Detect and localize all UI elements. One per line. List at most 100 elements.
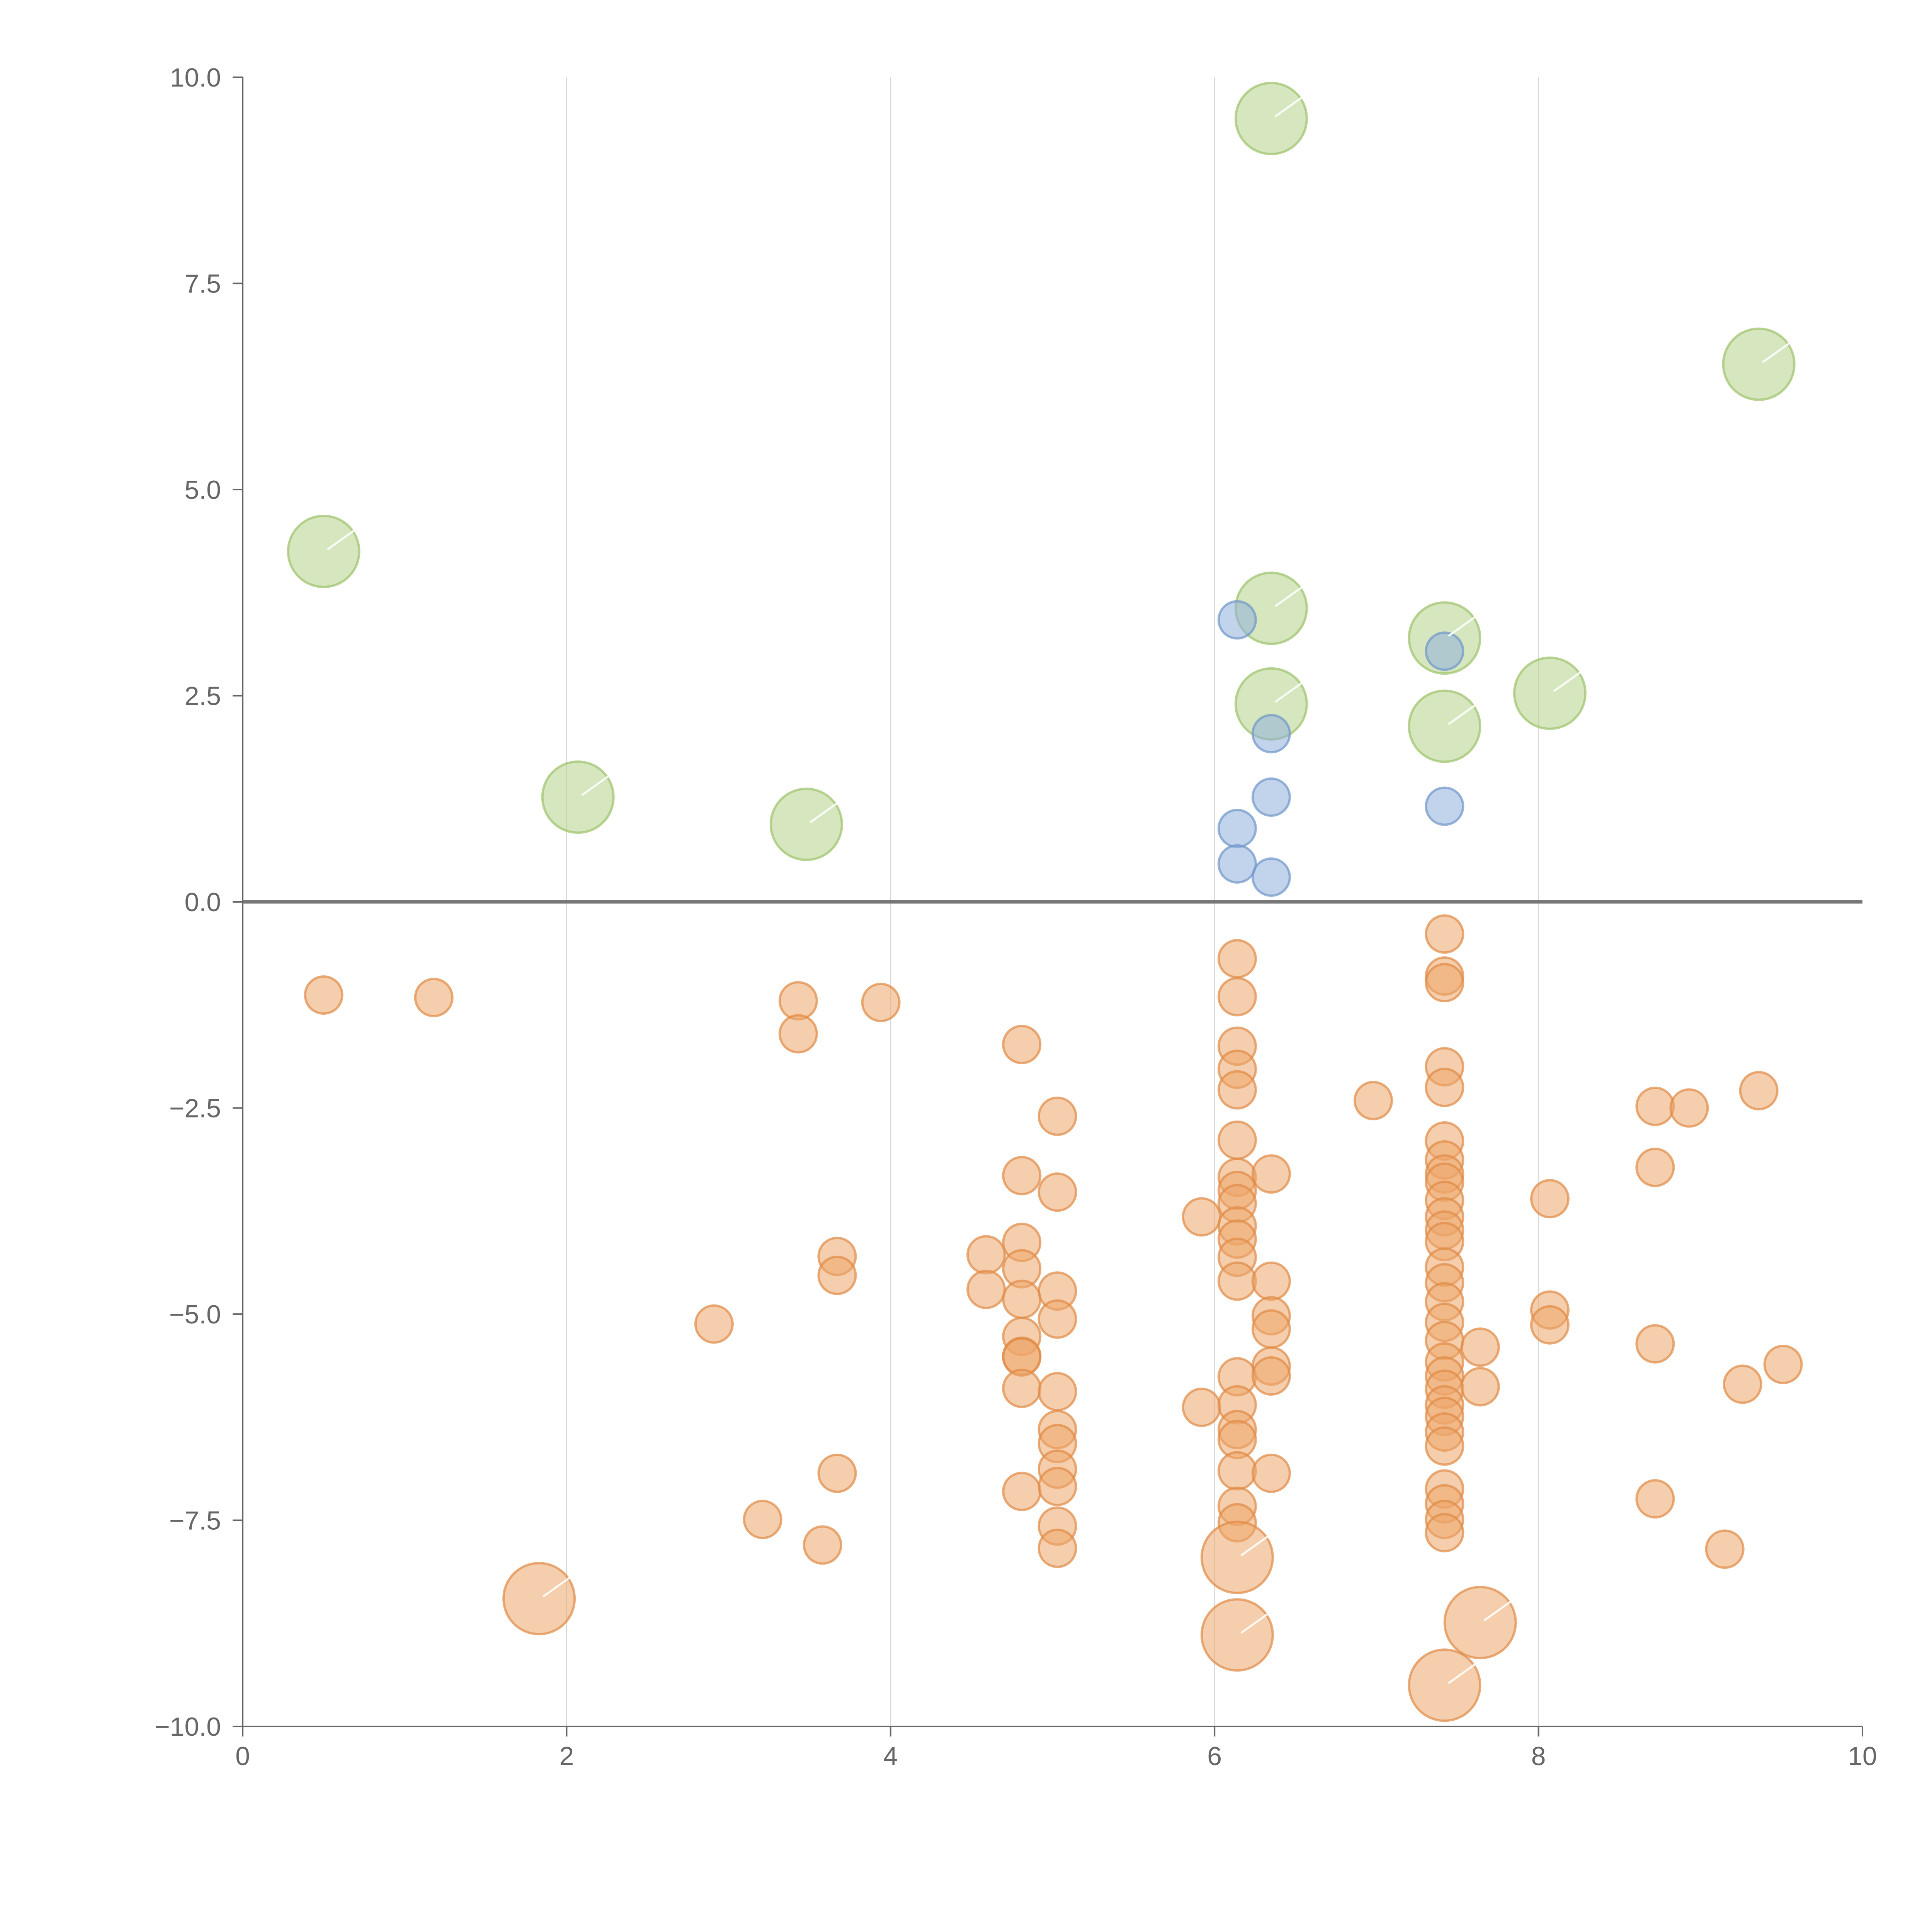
point-orange-101	[1635, 1479, 1675, 1519]
data-points	[287, 82, 1803, 1722]
point-orange-99	[1635, 1148, 1675, 1187]
x-tick-label: 10	[1848, 1742, 1877, 1771]
point-orange-104	[1723, 1364, 1762, 1404]
point-orange-97	[1530, 1305, 1570, 1345]
point-orange-10	[817, 1453, 857, 1493]
leader-orange-large-3	[1448, 1663, 1476, 1684]
leader-green-large-3	[1274, 96, 1303, 117]
point-orange-4	[861, 983, 901, 1022]
point-orange-large-3	[1408, 1648, 1481, 1722]
point-orange-98	[1635, 1087, 1675, 1126]
point-orange-35	[1182, 1388, 1221, 1427]
point-orange-27	[1037, 1372, 1077, 1412]
point-orange-7	[803, 1525, 842, 1565]
point-orange-33	[1037, 1529, 1077, 1568]
point-orange-31	[1037, 1467, 1077, 1507]
point-orange-9	[817, 1255, 857, 1295]
leader-green-large-1	[581, 775, 610, 796]
x-tick-label: 0	[235, 1742, 250, 1771]
point-blue-1	[1251, 714, 1291, 753]
leader-green-large-8	[1553, 671, 1582, 692]
y-tick-label: −7.5	[169, 1506, 221, 1536]
point-green-large-1	[541, 760, 615, 834]
x-tick-label: 4	[883, 1742, 898, 1771]
point-orange-95	[1530, 1179, 1570, 1219]
point-orange-large-0	[502, 1562, 576, 1636]
point-blue-7	[1425, 786, 1464, 826]
point-green-large-7	[1408, 689, 1481, 763]
y-tick-label: −10.0	[155, 1712, 221, 1742]
point-green-large-8	[1513, 656, 1587, 730]
point-blue-6	[1425, 631, 1464, 671]
x-tick-label: 6	[1207, 1742, 1222, 1771]
point-orange-0	[304, 975, 344, 1015]
point-orange-62	[1251, 1453, 1291, 1493]
point-green-large-0	[287, 515, 361, 588]
point-orange-106	[1763, 1345, 1803, 1384]
leader-lines	[327, 96, 1791, 1684]
point-blue-5	[1251, 857, 1291, 897]
leader-green-large-6	[1448, 616, 1476, 637]
y-tick-label: −5.0	[169, 1300, 221, 1329]
tick-marks: 0 2 4 6 8 10 10.0 7.5 5.0 2.5 0.0 −2.5 −5.0 −7.5 −10.0	[155, 63, 1877, 1771]
point-orange-63	[1354, 1081, 1393, 1121]
point-blue-3	[1217, 809, 1257, 849]
leader-orange-large-1	[1240, 1535, 1269, 1556]
point-orange-26	[1037, 1299, 1077, 1339]
point-orange-103	[1705, 1529, 1745, 1569]
point-orange-large-1	[1200, 1520, 1274, 1594]
point-orange-66	[1425, 963, 1464, 1003]
y-tick-label: 0.0	[184, 888, 221, 917]
leader-green-large-9	[1762, 342, 1791, 363]
point-orange-88	[1425, 1426, 1464, 1466]
leader-green-large-7	[1448, 704, 1476, 725]
y-tick-label: 2.5	[184, 682, 221, 711]
point-green-large-9	[1722, 327, 1796, 401]
point-orange-94	[1460, 1367, 1500, 1406]
x-tick-label: 8	[1531, 1742, 1546, 1771]
point-green-large-2	[769, 787, 843, 861]
point-orange-5	[694, 1304, 734, 1344]
leader-orange-large-0	[542, 1577, 571, 1598]
point-orange-100	[1635, 1324, 1675, 1364]
point-blue-0	[1217, 600, 1257, 640]
point-orange-2	[778, 981, 818, 1021]
y-tick-label: −2.5	[169, 1094, 221, 1123]
point-orange-57	[1251, 1261, 1291, 1301]
point-orange-41	[1217, 1120, 1257, 1160]
point-blue-2	[1251, 777, 1291, 817]
y-tick-label: 7.5	[184, 269, 221, 299]
x-tick-label: 2	[559, 1742, 574, 1771]
y-tick-label: 5.0	[184, 475, 221, 505]
leader-green-large-2	[810, 802, 838, 823]
point-orange-56	[1251, 1154, 1291, 1194]
point-orange-large-2	[1200, 1598, 1274, 1672]
point-orange-6	[743, 1500, 782, 1539]
point-blue-4	[1217, 844, 1257, 884]
point-orange-3	[778, 1014, 818, 1054]
point-orange-92	[1425, 1513, 1464, 1553]
point-orange-40	[1217, 1070, 1257, 1110]
point-orange-59	[1251, 1309, 1291, 1349]
point-orange-34	[1182, 1197, 1221, 1237]
point-orange-24	[1037, 1172, 1077, 1212]
point-orange-53	[1217, 1451, 1257, 1491]
point-orange-13	[1002, 1025, 1042, 1065]
point-orange-1	[414, 978, 454, 1017]
point-orange-11	[966, 1235, 1006, 1275]
leader-orange-large-2	[1240, 1613, 1269, 1634]
point-orange-large-4	[1443, 1586, 1517, 1660]
point-orange-21	[1002, 1369, 1042, 1408]
leader-green-large-4	[1274, 586, 1303, 607]
leader-green-large-0	[327, 529, 355, 551]
point-orange-93	[1460, 1327, 1500, 1367]
point-orange-105	[1739, 1071, 1779, 1111]
point-orange-14	[1002, 1156, 1042, 1196]
point-orange-12	[966, 1269, 1006, 1309]
point-green-large-3	[1234, 82, 1308, 155]
point-orange-23	[1037, 1096, 1077, 1136]
point-orange-102	[1669, 1088, 1709, 1128]
leader-green-large-5	[1274, 682, 1303, 703]
point-orange-64	[1425, 914, 1464, 954]
point-orange-68	[1425, 1068, 1464, 1107]
